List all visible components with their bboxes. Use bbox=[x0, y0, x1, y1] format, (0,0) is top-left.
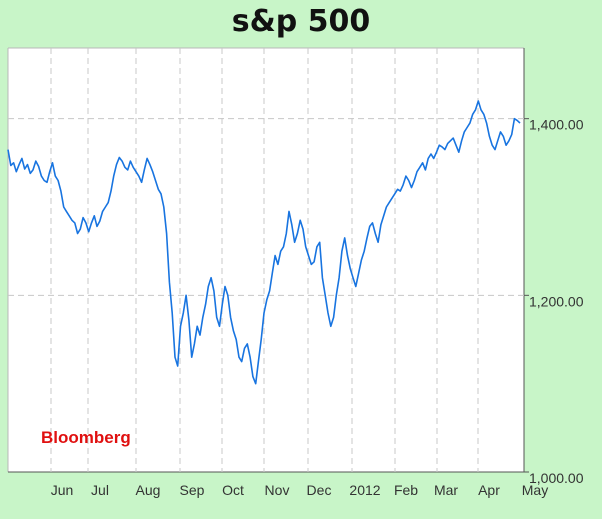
y-tick-label: 1,400.00 bbox=[529, 117, 584, 133]
x-tick-label: Oct bbox=[222, 482, 244, 498]
horizontal-grid bbox=[8, 118, 524, 296]
chart-title: s&p 500 bbox=[231, 4, 371, 39]
x-axis-ticks: Jun Jul Aug Sep Oct Nov Dec 2012 Feb Mar Apr May bbox=[51, 482, 549, 498]
series-line bbox=[7, 100, 521, 385]
x-tick-label: Sep bbox=[180, 482, 205, 498]
x-tick-label: Nov bbox=[265, 482, 290, 498]
x-tick-label: Jun bbox=[51, 482, 74, 498]
x-tick-label: Feb bbox=[394, 482, 418, 498]
x-tick-label: Mar bbox=[434, 482, 458, 498]
x-tick-label: Jul bbox=[91, 482, 109, 498]
plot-background bbox=[8, 48, 524, 472]
x-tick-label: 2012 bbox=[349, 482, 380, 498]
y-tick-label: 1,000.00 bbox=[529, 470, 584, 486]
y-axis-ticks: 1,000.00 1,200.00 1,400.00 bbox=[524, 117, 584, 486]
y-tick-label: 1,200.00 bbox=[529, 293, 584, 309]
x-tick-label: Apr bbox=[478, 482, 500, 498]
source-label: Bloomberg bbox=[41, 428, 131, 447]
x-tick-label: Dec bbox=[307, 482, 332, 498]
x-tick-label: Aug bbox=[136, 482, 161, 498]
x-tick-label: May bbox=[522, 482, 548, 498]
